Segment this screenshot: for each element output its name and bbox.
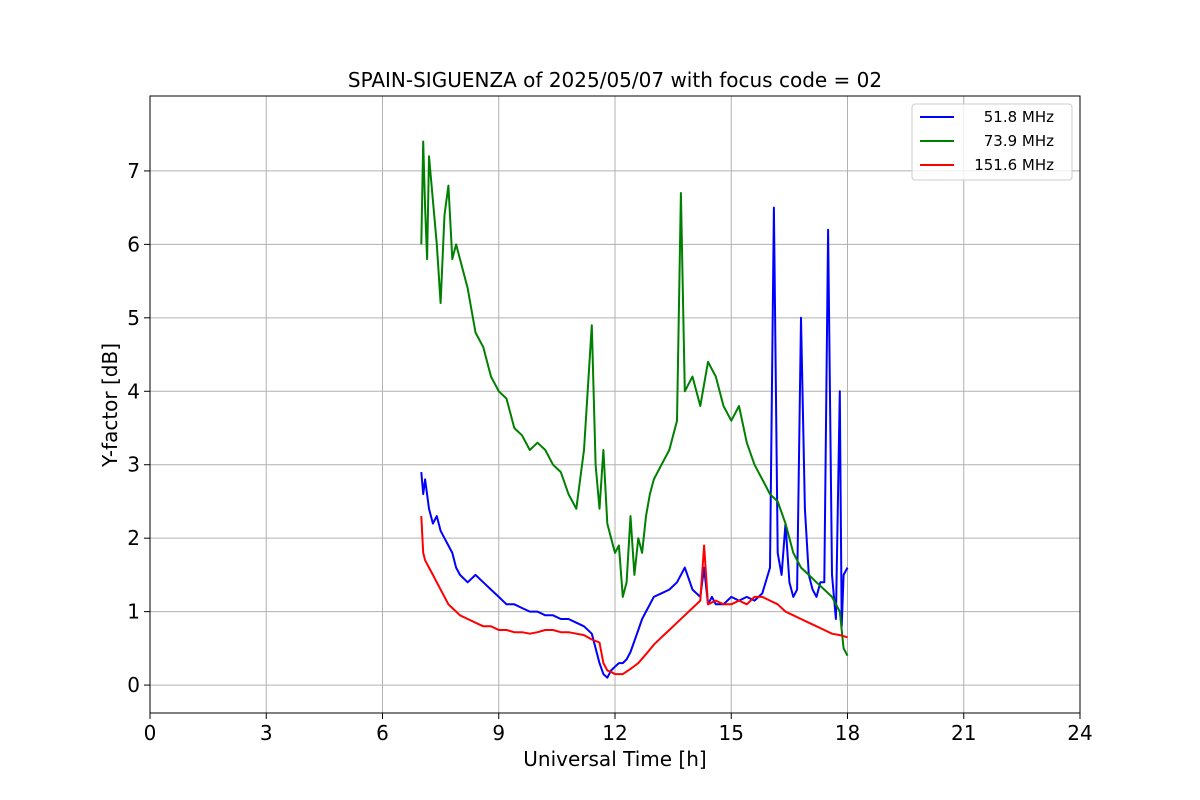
y-tick-label: 5	[127, 306, 140, 330]
y-tick-label: 3	[127, 453, 140, 477]
series-layer	[420, 140, 849, 679]
y-axis-label: Y-factor [dB]	[98, 343, 122, 468]
y-tick-label: 0	[127, 673, 140, 697]
y-tick-label: 6	[127, 232, 140, 256]
legend-label: 73.9 MHz	[984, 132, 1054, 150]
series-line-1	[420, 206, 849, 679]
x-tick-label: 9	[492, 721, 505, 745]
legend-box	[911, 103, 1073, 181]
x-tick-label: 6	[376, 721, 389, 745]
x-tick-label: 15	[719, 721, 744, 745]
x-tick-label: 3	[260, 721, 273, 745]
chart-title: SPAIN-SIGUENZA of 2025/05/07 with focus …	[348, 68, 882, 92]
y-tick-label: 4	[127, 379, 140, 403]
legend-label: 151.6 MHz	[974, 156, 1054, 174]
x-tick-label: 18	[835, 721, 860, 745]
y-tick-label: 7	[127, 159, 140, 183]
legend: 51.8 MHz 73.9 MHz 151.6 MHz	[911, 103, 1073, 181]
x-tick-label: 12	[602, 721, 627, 745]
series-line-2	[420, 140, 849, 657]
y-tick-label: 2	[127, 526, 140, 550]
x-tick-label: 0	[144, 721, 157, 745]
x-axis-label: Universal Time [h]	[523, 747, 706, 771]
y-tick-label: 1	[127, 600, 140, 624]
x-tick-label: 24	[1067, 721, 1092, 745]
series-line-3	[420, 516, 848, 676]
x-tick-label: 21	[951, 721, 976, 745]
legend-label: 51.8 MHz	[984, 108, 1054, 126]
